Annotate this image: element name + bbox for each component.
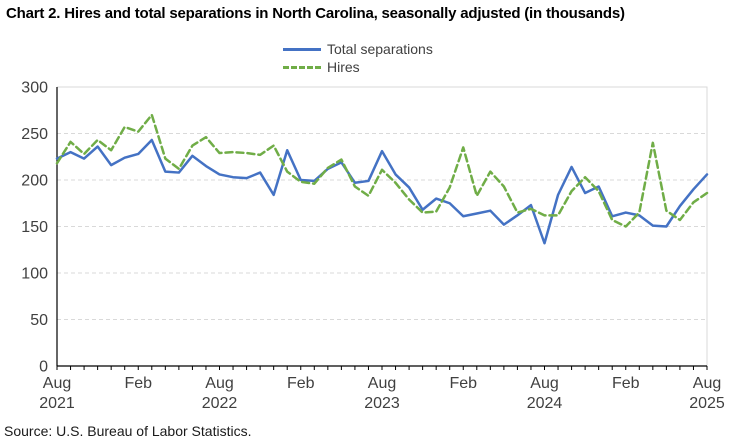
legend-label-hires: Hires	[327, 59, 360, 75]
svg-text:50: 50	[30, 312, 48, 329]
svg-text:Aug: Aug	[43, 375, 71, 392]
legend-item-total-separations: Total separations	[283, 40, 433, 58]
svg-text:Aug: Aug	[368, 375, 396, 392]
svg-text:2025: 2025	[689, 395, 725, 412]
hires-line-sample-icon	[283, 65, 321, 69]
svg-text:Feb: Feb	[612, 375, 640, 392]
svg-text:250: 250	[21, 126, 48, 143]
svg-text:2022: 2022	[202, 395, 238, 412]
total-separations-line	[55, 138, 709, 245]
svg-text:Aug: Aug	[693, 375, 721, 392]
svg-text:2023: 2023	[364, 395, 400, 412]
legend-label-total-separations: Total separations	[327, 41, 433, 57]
legend-item-hires: Hires	[283, 58, 433, 76]
svg-text:Aug: Aug	[530, 375, 558, 392]
svg-text:Feb: Feb	[449, 375, 477, 392]
svg-text:Feb: Feb	[287, 375, 315, 392]
svg-text:Feb: Feb	[124, 375, 152, 392]
legend: Total separations Hires	[283, 40, 433, 76]
x-ticks	[56, 366, 708, 370]
svg-text:2021: 2021	[39, 395, 75, 412]
total-separations-line-sample-icon	[283, 47, 321, 51]
svg-text:0: 0	[39, 359, 48, 376]
svg-text:2024: 2024	[527, 395, 563, 412]
x-tick-labels: Aug 2021 Feb Aug 2022 Feb Aug 2023 Feb Aug 2024 Feb…	[39, 375, 725, 412]
plot-border	[57, 86, 708, 366]
source-note: Source: U.S. Bureau of Labor Statistics.	[4, 423, 252, 439]
y-gridlines	[57, 133, 707, 320]
svg-text:100: 100	[21, 266, 48, 283]
hires-line	[55, 113, 709, 228]
svg-text:300: 300	[21, 80, 48, 97]
svg-text:Aug: Aug	[205, 375, 233, 392]
svg-text:150: 150	[21, 219, 48, 236]
y-tick-labels: 0 50 100 150 200 250 300	[21, 80, 48, 376]
chart-title: Chart 2. Hires and total separations in …	[6, 5, 625, 22]
svg-text:200: 200	[21, 173, 48, 190]
